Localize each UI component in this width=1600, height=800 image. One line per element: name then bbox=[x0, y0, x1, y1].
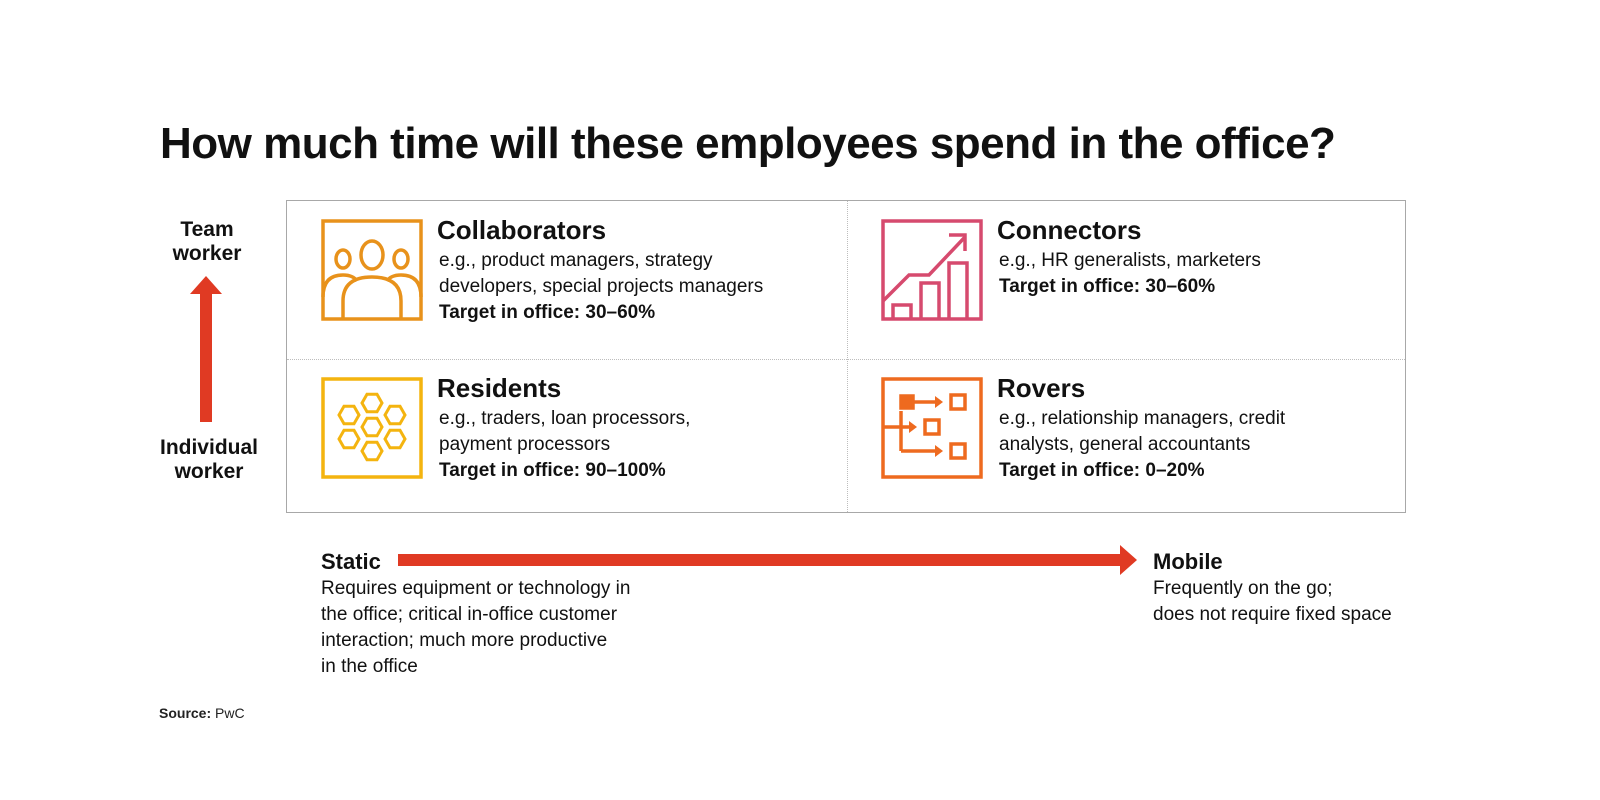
vertical-arrow-icon bbox=[190, 276, 222, 422]
horizontal-arrow-icon bbox=[398, 545, 1137, 575]
quadrant-name: Collaborators bbox=[437, 215, 607, 245]
quadrant-examples: e.g., HR generalists, marketers bbox=[999, 250, 1261, 271]
quadrant-target: Target in office: 30–60% bbox=[439, 302, 656, 323]
hexagon-network-icon bbox=[321, 377, 423, 479]
source-label: Source: bbox=[159, 705, 212, 721]
axis-label-individual-worker: Individual worker bbox=[159, 436, 258, 483]
source-note: Source: PwC bbox=[159, 705, 245, 721]
quadrant-text: Rovers e.g., relationship managers, cred… bbox=[997, 371, 1399, 484]
quadrant-text: Collaborators e.g., product managers, st… bbox=[437, 213, 839, 326]
pole-title: Static bbox=[321, 549, 381, 574]
source-value: PwC bbox=[215, 705, 245, 721]
pole-title: Mobile bbox=[1153, 549, 1223, 574]
pole-description: Requires equipment or technology in the … bbox=[321, 578, 631, 677]
page-title: How much time will these employees spend… bbox=[160, 119, 1336, 168]
quadrant-rovers: Rovers e.g., relationship managers, cred… bbox=[847, 359, 1407, 515]
quadrant-target: Target in office: 0–20% bbox=[999, 460, 1205, 481]
horizontal-arrow-shape bbox=[398, 545, 1137, 575]
hexagon-cluster bbox=[337, 392, 407, 462]
quadrant-collaborators: Collaborators e.g., product managers, st… bbox=[287, 201, 847, 357]
horizontal-divider bbox=[287, 359, 1405, 360]
flow-boxes-icon bbox=[881, 377, 983, 479]
pole-description: Frequently on the go; does not require f… bbox=[1153, 578, 1392, 625]
quadrant-target: Target in office: 30–60% bbox=[999, 276, 1216, 297]
quadrant-residents: Residents e.g., traders, loan processors… bbox=[287, 359, 847, 515]
vertical-arrow-shape bbox=[190, 276, 222, 422]
axis-pole-mobile: Mobile Frequently on the go; does not re… bbox=[1153, 548, 1453, 628]
quadrant-text: Residents e.g., traders, loan processors… bbox=[437, 371, 839, 484]
growth-chart-icon bbox=[881, 219, 983, 321]
quadrant-name: Connectors bbox=[997, 215, 1142, 245]
quadrant-examples: e.g., traders, loan processors, payment … bbox=[439, 408, 691, 455]
quadrant-examples: e.g., relationship managers, credit anal… bbox=[999, 408, 1286, 455]
axis-label-team-worker: Team worker bbox=[172, 218, 242, 265]
quadrant-name: Residents bbox=[437, 373, 562, 403]
people-group-icon bbox=[321, 219, 423, 321]
axis-pole-static: Static Requires equipment or technology … bbox=[321, 548, 681, 680]
quadrant-target: Target in office: 90–100% bbox=[439, 460, 666, 481]
quadrant-examples: e.g., product managers, strategy develop… bbox=[439, 250, 764, 297]
quadrant-text: Connectors e.g., HR generalists, markete… bbox=[997, 213, 1399, 300]
quadrant-name: Rovers bbox=[997, 373, 1086, 403]
quadrant-connectors: Connectors e.g., HR generalists, markete… bbox=[847, 201, 1407, 357]
quadrant-matrix: Collaborators e.g., product managers, st… bbox=[286, 200, 1406, 513]
vertical-divider bbox=[847, 201, 848, 512]
